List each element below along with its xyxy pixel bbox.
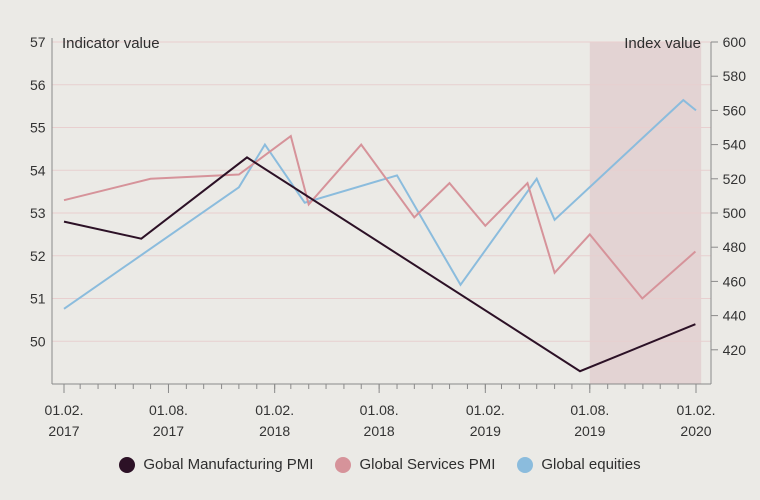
right-tick-label: 520	[723, 171, 747, 187]
right-tick-label: 540	[723, 137, 747, 153]
series-line-global-services-pmi	[63, 134, 697, 300]
x-tick-label-year: 2020	[680, 423, 711, 439]
x-tick-label-year: 2019	[470, 423, 501, 439]
legend-swatch-manufacturing	[119, 456, 136, 473]
x-tick-label-date: 01.02.	[466, 402, 505, 418]
x-tick-label-date: 01.02.	[255, 402, 294, 418]
right-tick-label: 580	[723, 68, 747, 84]
legend-label-equities: Global equities	[541, 456, 641, 473]
x-tick-label-year: 2018	[259, 423, 290, 439]
legend: Gobal Manufacturing PMI Global Services …	[0, 456, 760, 473]
legend-item-services: Global Services PMI	[335, 456, 495, 473]
legend-item-equities: Global equities	[517, 456, 641, 473]
x-tick-label-year: 2017	[153, 423, 184, 439]
right-tick-label: 560	[723, 102, 747, 118]
left-tick-label: 57	[30, 34, 46, 50]
axes: 50 51 52 53 54 55 56 57 420 440 460 480 500 520 540 560…	[30, 34, 746, 439]
legend-item-manufacturing: Gobal Manufacturing PMI	[119, 456, 313, 473]
x-tick-label-year: 2018	[364, 423, 395, 439]
legend-label-services: Global Services PMI	[359, 456, 496, 473]
x-tick-label-date: 01.08.	[360, 402, 399, 418]
x-tick-label-date: 01.08.	[149, 402, 188, 418]
left-tick-label: 50	[30, 333, 46, 349]
left-axis-label: Indicator value	[62, 35, 160, 52]
series-line-gobal-manufacturing-pmi	[63, 156, 696, 373]
legend-swatch-equities	[517, 456, 534, 473]
legend-label-manufacturing: Gobal Manufacturing PMI	[143, 456, 314, 473]
legend-swatch-services	[335, 456, 352, 473]
left-tick-label: 52	[30, 248, 46, 264]
left-tick-label: 51	[30, 291, 46, 307]
right-tick-label: 600	[723, 34, 747, 50]
x-tick-label-date: 01.02.	[677, 402, 716, 418]
left-tick-label: 54	[30, 162, 46, 178]
right-tick-label: 500	[723, 205, 747, 221]
right-tick-label: 440	[723, 308, 747, 324]
right-tick-label: 420	[723, 342, 747, 358]
left-tick-label: 56	[30, 77, 46, 93]
gridlines	[52, 41, 711, 342]
left-tick-label: 53	[30, 205, 46, 221]
right-tick-label: 480	[723, 239, 747, 255]
right-axis-label: Index value	[624, 35, 701, 52]
x-tick-label-date: 01.08.	[570, 402, 609, 418]
series-lines	[63, 98, 697, 373]
x-tick-label-date: 01.02.	[45, 402, 84, 418]
x-tick-label-year: 2017	[48, 423, 79, 439]
left-tick-label: 55	[30, 120, 46, 136]
right-tick-label: 460	[723, 273, 747, 289]
x-tick-label-year: 2019	[574, 423, 605, 439]
